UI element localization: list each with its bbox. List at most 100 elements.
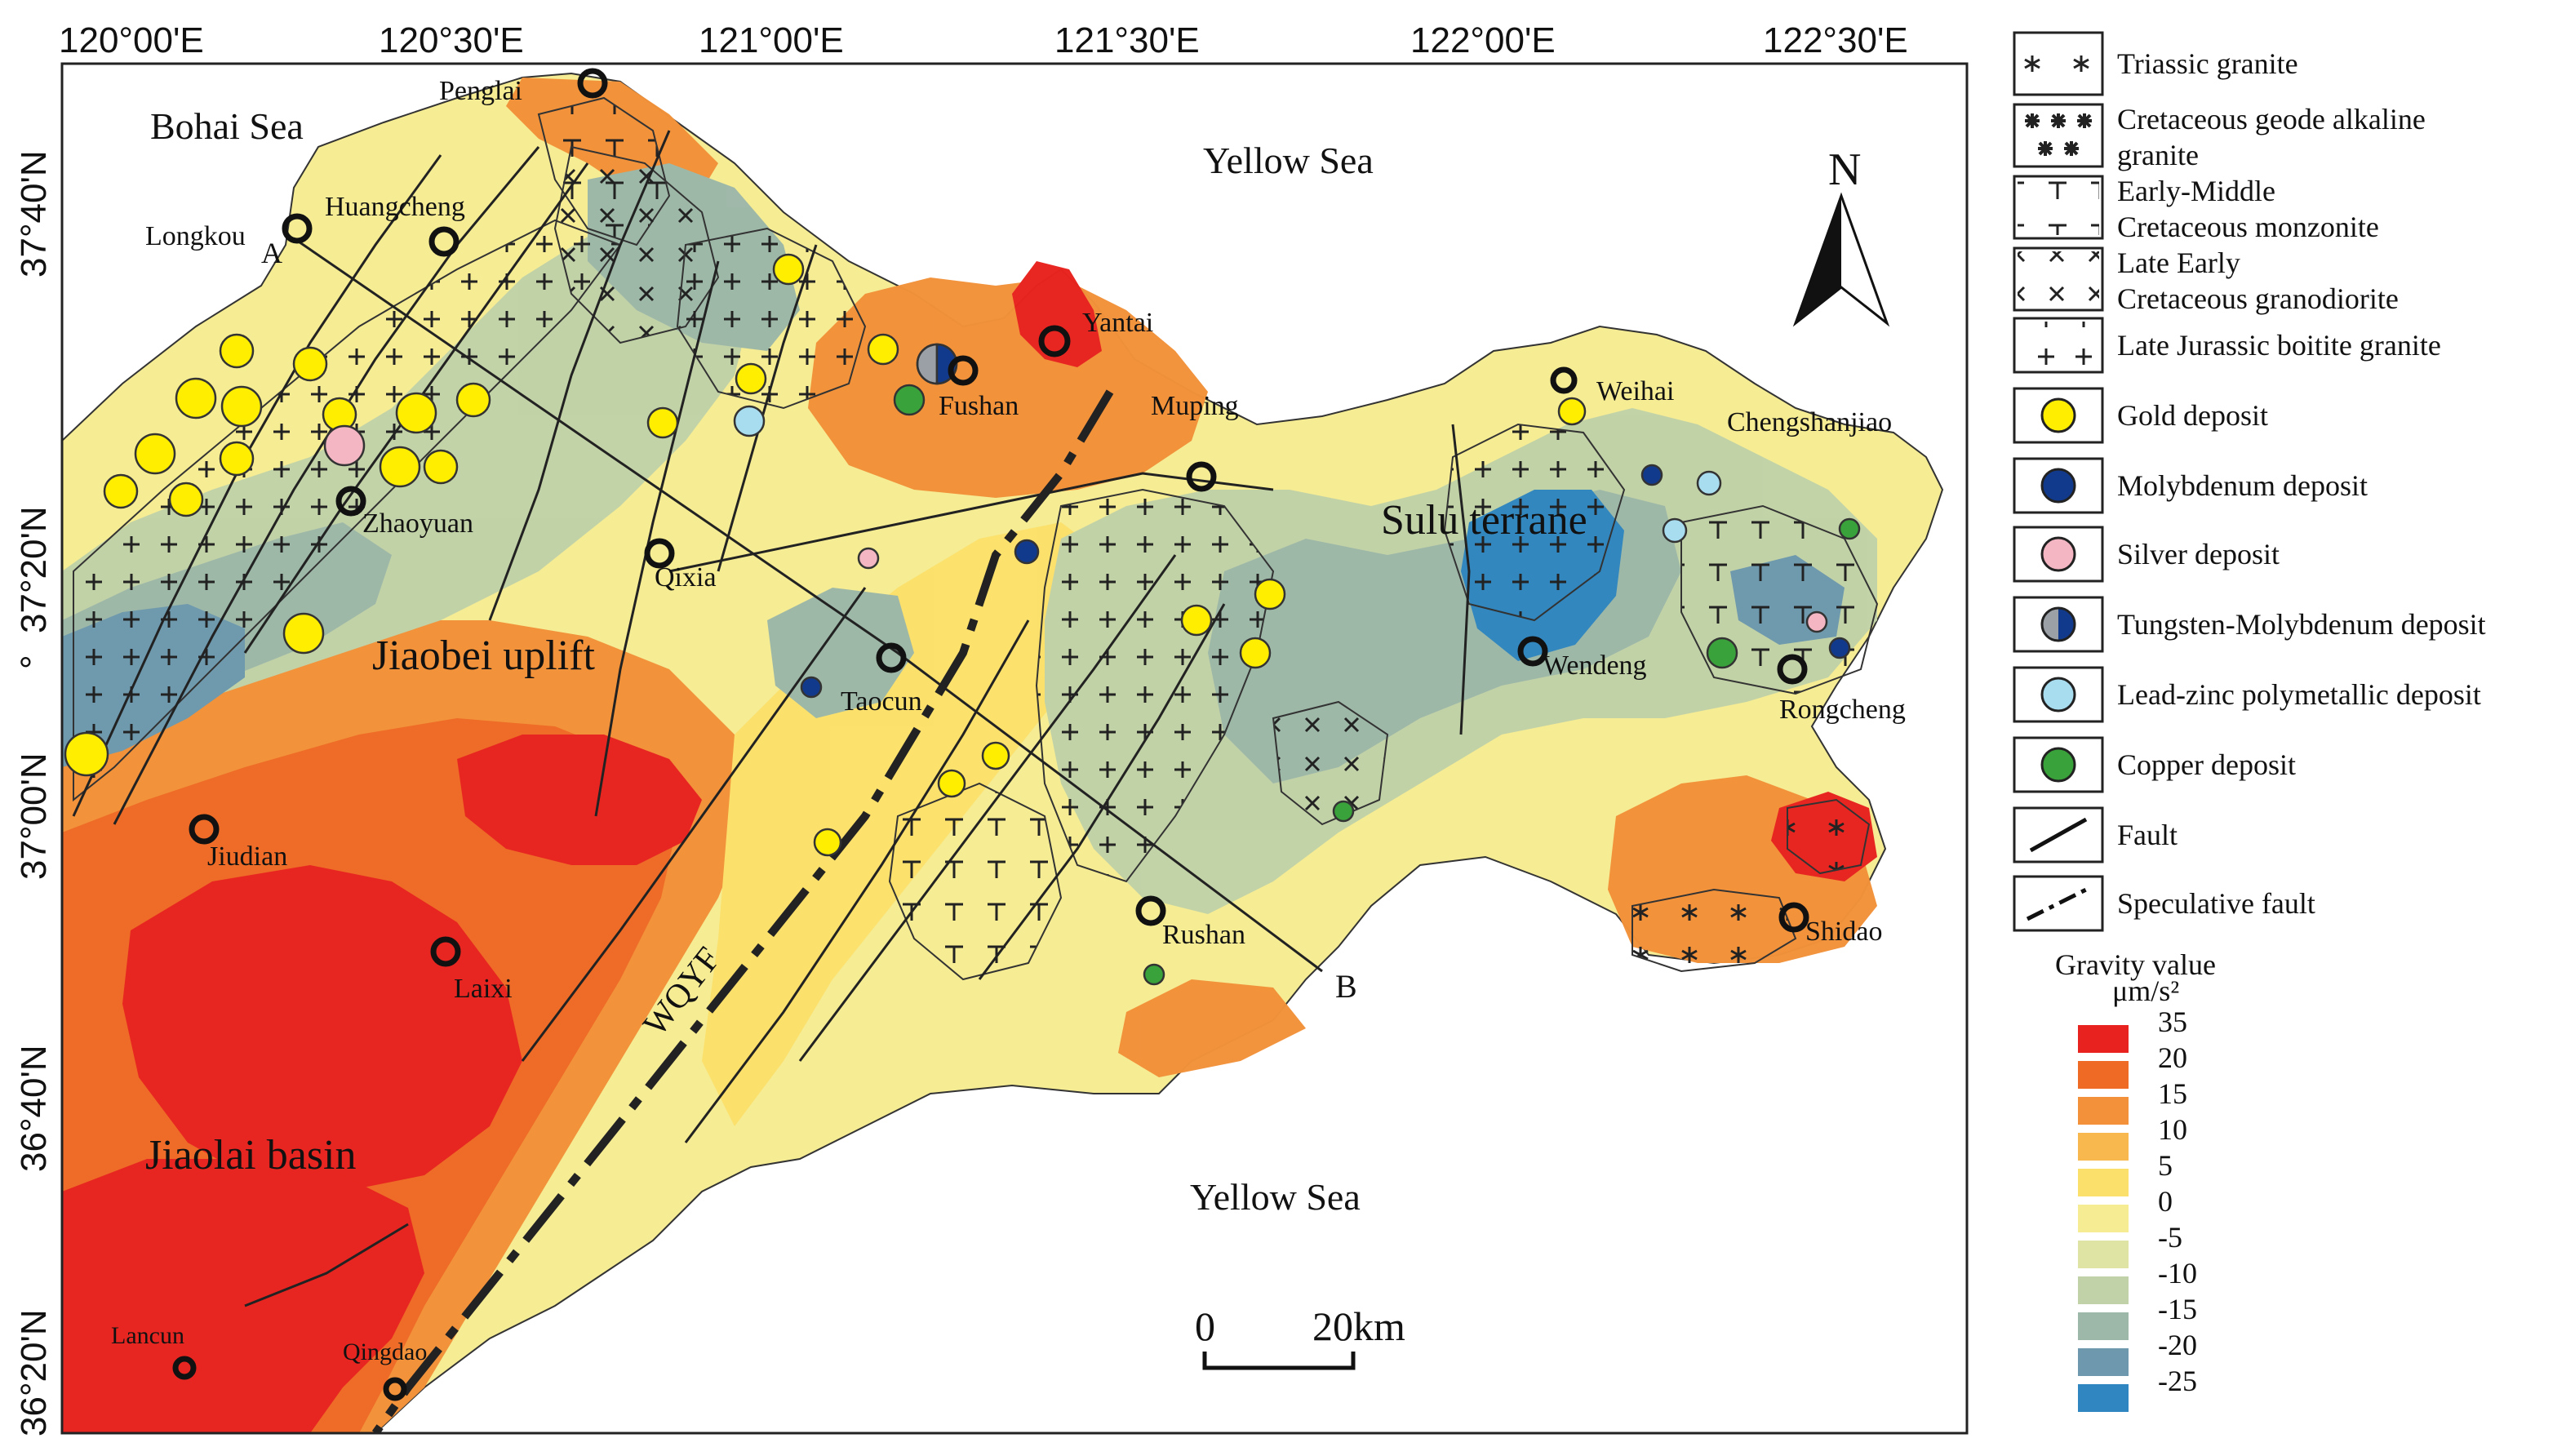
profile-point-a: A [261,237,282,269]
molybdenum-deposit-marker [800,676,823,699]
copper-deposit-marker [1706,637,1738,669]
silver-deposit-marker [1805,610,1828,633]
fault-line [243,162,589,654]
legend-item-label: Tungsten-Molybdenum deposit [2117,608,2486,641]
legend-deposit-icon [2040,677,2076,712]
triassic-granite-shidao [1631,888,1797,973]
legend-item-label: Speculative fault [2117,887,2315,920]
legend-deposit-icon [2040,747,2076,783]
city-label-chengshanjiao: Chengshanjiao [1727,407,1892,437]
legend-item: Gold deposit [2013,387,2268,444]
gold-deposit-marker [64,731,109,777]
legend-item-label: Silver deposit [2117,538,2280,570]
city-label-penglai: Penglai [439,76,522,106]
city-marker-fushan [948,355,979,386]
gravity-scale-swatch [2078,1241,2129,1268]
fault-line [244,1223,409,1307]
latitude-label: 37°40'N [14,150,54,277]
legend-item: Late Jurassic boitite granite [2013,317,2441,374]
longitude-label: 120°30'E [379,20,524,60]
city-marker-taocun [876,642,907,673]
silver-deposit-marker [323,424,366,467]
latitude-label: 37°00'N [14,752,54,880]
fault-line [1451,424,1471,735]
legend-pattern-icon [2018,251,2099,307]
longitude-label: 121°00'E [699,20,844,60]
latitude-labels: 37°40'N 37°20'N ° 37°00'N 36°40'N 36°20'… [14,150,54,1436]
gravity-scale-swatch [2078,1169,2129,1196]
zone-max-north [457,735,702,865]
gravity-scale-value: 35 [2158,1005,2187,1038]
gold-deposit-marker [735,362,767,395]
legend-item-label: Fault [2117,819,2178,851]
gold-deposit-marker [219,441,255,477]
speculative-fault-wqyf [371,389,1114,1433]
gravity-scale-value: -15 [2158,1293,2197,1325]
legend-swatch [2013,875,2104,932]
sea-label-yellow-south: Yellow Sea [1190,1176,1361,1218]
legend-pattern-icon [2018,322,2099,369]
city-label-shidao: Shidao [1805,917,1882,947]
zone-max-laixi [122,865,522,1192]
legend-item: Early-Middle Cretaceous monzonite [2013,175,2379,243]
legend-speculative-fault-icon [2026,886,2091,921]
legend-item: Lead-zinc polymetallic deposit [2013,666,2481,723]
city-label-rushan: Rushan [1162,920,1245,950]
lead-zinc-deposit-marker [733,405,766,437]
profile-line-a-b [293,237,1323,973]
gold-deposit-marker [646,406,679,439]
fault-line [594,260,720,817]
gold-deposit-markers [64,253,1587,857]
zone-high-yantai [808,277,1208,498]
zone-max-yantai [1012,261,1102,367]
gold-deposit-marker [1239,637,1272,669]
city-label-wendeng: Wendeng [1543,650,1647,681]
fault-line [978,603,1226,980]
city-label-zhaoyuan: Zhaoyuan [362,508,473,539]
copper-deposit-marker [1838,517,1861,540]
city-marker-penglai [577,68,608,99]
gold-deposit-marker [867,333,899,366]
legend-item: Molybdenum deposit [2013,457,2368,514]
longitude-label: 122°00'E [1410,20,1556,60]
city-label-taocun: Taocun [841,686,922,717]
scale-bar: 0 20km [1195,1303,1405,1370]
north-arrow-label: N [1828,144,1861,195]
zone-max-south [62,1159,424,1433]
city-marker-wendeng [1517,636,1548,667]
lead-zinc-deposit-marker [1662,517,1688,544]
map-labels: Bohai Sea Yellow Sea Yellow Sea Jiaobei … [111,76,1906,1365]
city-label-muping: Muping [1151,391,1239,421]
legend-item-label: Copper deposit [2117,748,2296,781]
tungsten-molybdenum-deposit-marker [916,343,958,385]
legend: Triassic granite Cretaceous geode alkalin… [2013,31,2486,932]
fault-line [798,554,1177,1062]
fault-line [521,587,867,1062]
longitude-labels: 120°00'E 120°30'E 121°00'E 121°30'E 122°… [59,20,1908,60]
fault-line [717,244,818,572]
legend-swatch [2013,806,2104,863]
latitude-label: 36°40'N [14,1045,54,1172]
lead-zinc-deposit-marker [1696,470,1722,496]
legend-item-label: Early-Middle [2117,175,2275,207]
city-label-fushan: Fushan [939,391,1019,421]
city-marker-rushan [1135,895,1166,926]
gravity-scale-swatch [2078,1276,2129,1304]
gravity-scale-swatch [2078,1384,2129,1412]
gold-deposit-marker [981,741,1010,770]
gravity-scale-value: -10 [2158,1257,2197,1290]
gravity-scale-swatch [2078,1133,2129,1161]
fault-line [488,130,671,621]
latitude-label: ° [14,655,54,669]
gravity-scale-value: -25 [2158,1365,2197,1397]
gravity-scale-title: Gravity value [2055,948,2216,981]
city-marker-laixi [430,936,461,967]
scale-bar-distance: 20km [1312,1303,1405,1349]
gravity-scale-swatch [2078,1061,2129,1089]
gold-deposit-marker [282,612,325,655]
gravity-scale-swatch [2078,1025,2129,1053]
deposit-markers [64,253,1861,986]
city-marker-huangcheng [428,226,459,257]
gravity-scale-value: 5 [2158,1149,2173,1182]
